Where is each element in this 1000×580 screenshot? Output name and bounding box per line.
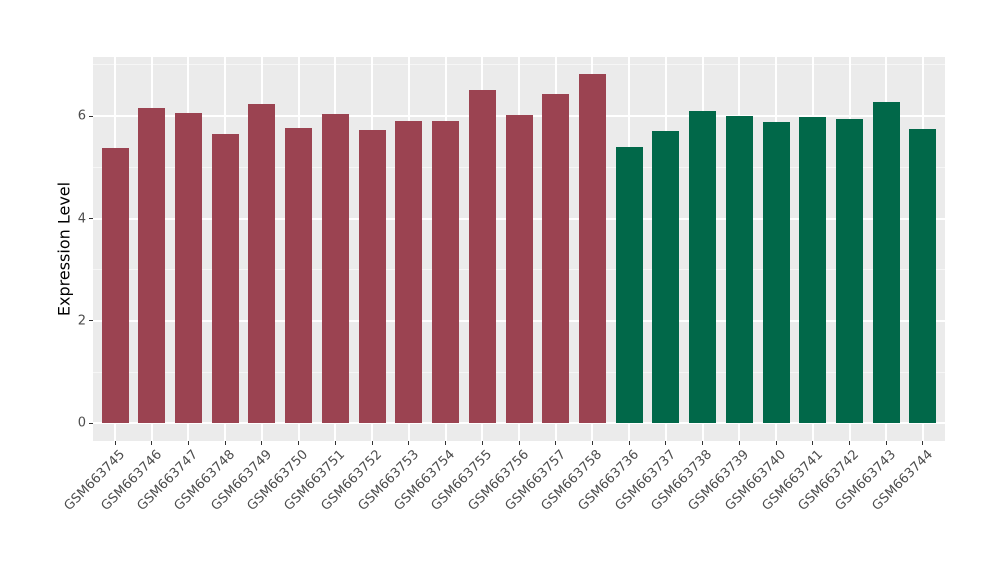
bar-GSM663747 <box>174 112 202 424</box>
y-tick-label-6: 6 <box>77 108 86 124</box>
bar-GSM663743 <box>872 102 900 424</box>
x-tick-mark <box>812 441 814 445</box>
bar-GSM663740 <box>762 121 790 424</box>
x-tick-mark <box>922 441 924 445</box>
y-tick-mark <box>89 115 93 117</box>
y-tick-mark <box>89 218 93 219</box>
plot-panel <box>93 57 945 441</box>
x-tick-mark <box>114 441 116 445</box>
x-tick-mark <box>151 441 153 445</box>
x-tick-mark <box>885 441 887 445</box>
x-tick-mark <box>555 441 557 445</box>
x-tick-mark <box>224 441 226 445</box>
bar-GSM663741 <box>799 116 827 424</box>
x-tick-mark <box>371 441 373 445</box>
bar-GSM663738 <box>689 111 717 424</box>
y-tick-mark <box>89 320 93 322</box>
x-tick-mark <box>518 441 520 445</box>
x-tick-mark <box>702 441 704 445</box>
bar-GSM663753 <box>395 120 423 424</box>
x-tick-mark <box>187 441 189 445</box>
y-tick-label-2: 2 <box>77 313 86 329</box>
x-tick-mark <box>261 441 263 445</box>
y-tick-label-0: 0 <box>77 415 86 431</box>
y-tick-mark <box>89 422 93 424</box>
bar-GSM663736 <box>615 146 643 424</box>
x-tick-mark <box>849 441 851 445</box>
x-tick-mark <box>481 441 483 445</box>
x-tick-mark <box>628 441 630 445</box>
bar-GSM663754 <box>432 120 460 424</box>
bar-GSM663742 <box>836 119 864 424</box>
bar-GSM663739 <box>725 116 753 424</box>
bar-GSM663757 <box>542 94 570 424</box>
x-tick-mark <box>665 441 667 445</box>
x-tick-mark <box>334 441 336 445</box>
bar-GSM663749 <box>248 104 276 424</box>
x-tick-mark <box>738 441 740 445</box>
x-tick-mark <box>408 441 410 445</box>
y-axis-title: Expression Level <box>54 181 74 317</box>
bar-GSM663752 <box>358 130 386 424</box>
y-tick-label-4: 4 <box>77 211 86 226</box>
bar-GSM663758 <box>578 74 606 424</box>
bar-GSM663750 <box>285 127 313 424</box>
bar-GSM663746 <box>138 107 166 424</box>
bar-GSM663737 <box>652 131 680 424</box>
x-tick-mark <box>445 441 447 445</box>
bar-GSM663751 <box>321 114 349 424</box>
bar-GSM663755 <box>468 89 496 424</box>
x-tick-mark <box>591 441 593 445</box>
bar-GSM663745 <box>101 147 129 424</box>
x-tick-mark <box>298 441 300 445</box>
bar-GSM663748 <box>211 133 239 424</box>
bar-GSM663744 <box>909 129 937 424</box>
x-tick-mark <box>775 441 777 445</box>
bar-GSM663756 <box>505 115 533 424</box>
